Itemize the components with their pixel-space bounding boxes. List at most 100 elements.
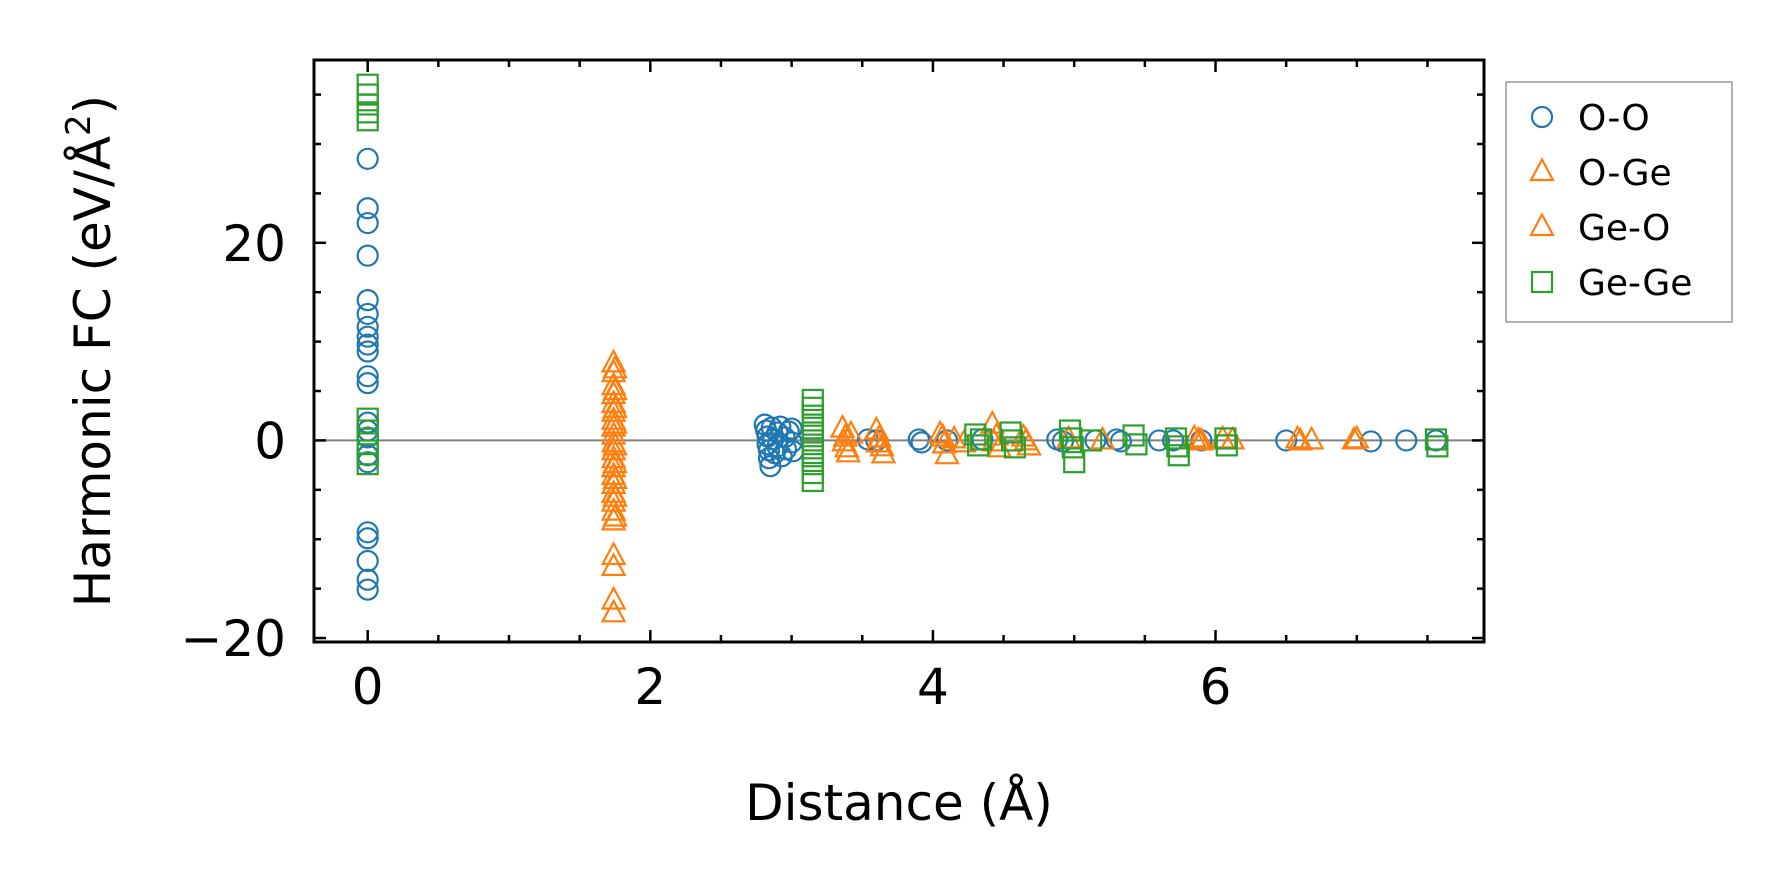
data-point-o-ge — [600, 552, 627, 577]
data-point-ge-ge — [1426, 435, 1449, 458]
x-axis-title: Distance (Å) — [745, 774, 1053, 832]
data-point-ge-ge — [356, 419, 379, 442]
data-point-ge-o — [602, 393, 628, 418]
data-point-o-o — [356, 197, 379, 220]
legend-marker-ge-o — [1529, 212, 1555, 237]
legend-box — [1505, 81, 1733, 323]
data-point-o-o — [356, 302, 379, 326]
data-point-o-ge — [951, 428, 977, 453]
axis-ticks: 0 2 4 6 −20 0 20 — [180, 60, 1484, 716]
data-point-ge-o — [864, 428, 891, 453]
data-point-o-ge — [600, 470, 627, 494]
data-point-o-o — [356, 521, 379, 544]
data-point-o-ge — [600, 541, 627, 566]
data-point-ge-o — [1185, 425, 1212, 450]
data-point-ge-o — [602, 431, 628, 456]
legend-label-o-ge: O-Ge — [1578, 153, 1672, 194]
data-point-ge-ge — [1215, 434, 1238, 457]
data-point-o-ge — [600, 496, 627, 521]
data-point-ge-ge — [1061, 436, 1084, 459]
data-point-o-o — [356, 325, 379, 348]
x-tick-label: 0 — [352, 658, 384, 716]
data-point-o-o — [356, 372, 379, 395]
data-point-o-o — [907, 428, 930, 451]
data-point-o-o — [356, 527, 379, 550]
y-axis-title-main: Harmonic FC (eV/Å — [64, 136, 122, 607]
y-axis-title-end: ) — [64, 95, 122, 115]
legend-label-ge-ge: Ge-Ge — [1578, 263, 1692, 304]
data-point-o-o — [356, 365, 379, 388]
data-point-o-ge — [1181, 423, 1208, 448]
data-point-ge-ge — [1000, 429, 1024, 452]
data-point-ge-ge — [969, 428, 993, 451]
data-point-ge-ge — [999, 421, 1022, 444]
data-point-o-o — [356, 147, 379, 170]
data-point-o-o — [1275, 429, 1298, 452]
data-point-ge-ge — [801, 469, 824, 493]
data-point-o-o — [935, 429, 959, 452]
legend-entries: O-O O-Ge Ge-O Ge-Ge — [1529, 98, 1692, 304]
data-point-o-o — [780, 431, 803, 454]
x-tick-label: 4 — [917, 658, 949, 716]
data-point-ge-ge — [1424, 428, 1448, 451]
data-point-o-o — [356, 244, 379, 267]
data-point-o-o — [356, 333, 379, 356]
data-point-o-o — [356, 340, 379, 363]
data-point-o-o — [356, 549, 379, 573]
legend-marker-o-ge — [1529, 157, 1555, 182]
data-point-o-ge — [863, 415, 890, 440]
y-axis-title-superscript: 2 — [59, 114, 99, 136]
data-point-ge-ge — [1003, 436, 1026, 459]
data-point-ge-ge — [1167, 444, 1190, 467]
data-point-o-o — [1395, 429, 1418, 452]
x-tick-label: 2 — [634, 658, 666, 716]
data-point-ge-ge — [1058, 419, 1082, 442]
data-point-o-ge — [869, 432, 895, 457]
data-point-o-o — [356, 315, 379, 338]
legend-marker-ge-ge — [1530, 270, 1554, 294]
data-point-o-ge — [600, 585, 627, 610]
plot-area — [314, 73, 1484, 623]
data-point-ge-ge — [356, 453, 379, 476]
data-point-o-ge — [1284, 424, 1311, 449]
data-point-ge-o — [602, 449, 628, 474]
data-point-ge-o — [602, 376, 628, 401]
data-point-o-ge — [600, 598, 627, 623]
data-point-ge-ge — [1080, 429, 1103, 452]
data-point-o-o — [356, 578, 379, 601]
data-point-ge-o — [1287, 426, 1314, 451]
data-point-ge-ge — [1063, 451, 1086, 474]
data-point-ge-ge — [356, 109, 379, 132]
data-point-o-o — [780, 417, 803, 440]
plot-frame — [312, 58, 1486, 644]
data-point-ge-ge — [1125, 433, 1148, 456]
data-point-o-ge — [934, 440, 960, 465]
legend-label-ge-o: Ge-O — [1578, 208, 1670, 249]
y-tick-label: −20 — [180, 610, 286, 668]
data-point-o-o — [356, 211, 379, 235]
data-point-ge-ge — [967, 434, 990, 457]
data-point-ge-ge — [1164, 427, 1188, 450]
legend-marker-o-o — [1530, 105, 1554, 129]
data-point-o-o — [356, 289, 379, 312]
data-point-ge-o — [929, 422, 956, 447]
data-point-ge-o — [602, 502, 628, 527]
data-point-o-ge — [1089, 425, 1116, 450]
data-point-o-o — [1162, 429, 1185, 452]
data-point-ge-ge — [1122, 424, 1145, 447]
data-point-ge-ge — [1166, 435, 1189, 458]
y-axis-title: Harmonic FC (eV/Å2) — [59, 95, 122, 607]
data-point-o-ge — [931, 429, 958, 454]
data-point-ge-ge — [356, 407, 379, 430]
data-point-ge-o — [831, 427, 857, 452]
legend: O-O O-Ge Ge-O Ge-Ge — [1505, 81, 1733, 323]
data-point-o-o — [1147, 429, 1171, 452]
data-point-ge-ge — [1214, 427, 1237, 450]
y-tick-label: 20 — [222, 215, 286, 273]
data-point-ge-o — [602, 465, 628, 489]
series-ge-ge — [356, 73, 1449, 493]
data-point-ge-o — [1343, 424, 1370, 449]
x-tick-label: 6 — [1200, 658, 1232, 716]
y-tick-label: 0 — [254, 412, 286, 470]
